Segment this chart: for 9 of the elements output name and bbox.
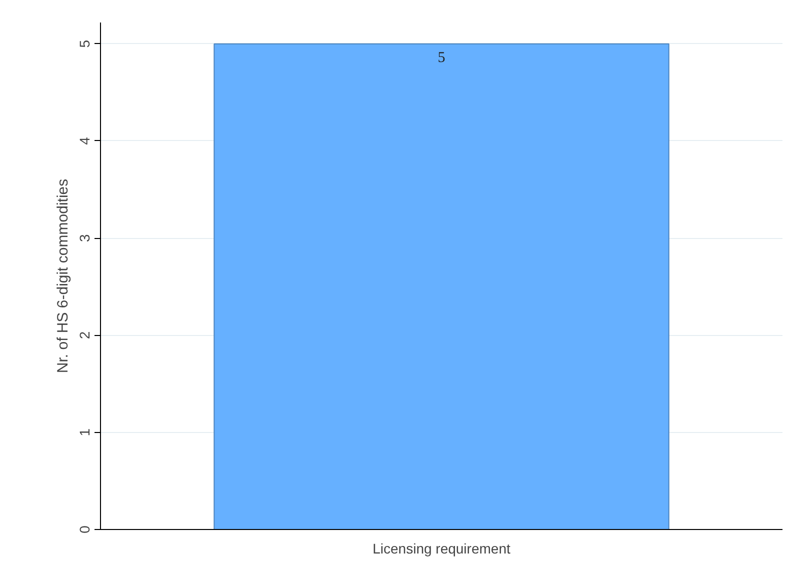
y-tick-label: 3 xyxy=(76,234,92,242)
y-tick-label: 4 xyxy=(76,136,92,145)
data-label: 5 xyxy=(438,50,446,66)
y-tick-label: 0 xyxy=(76,525,92,534)
y-tick-label: 1 xyxy=(76,428,92,436)
x-tick-label: Licensing requirement xyxy=(372,540,510,556)
y-tick-label: 2 xyxy=(76,331,92,340)
y-axis-title: Nr. of HS 6-digit commodities xyxy=(54,178,72,374)
y-tick-label: 5 xyxy=(76,40,92,48)
